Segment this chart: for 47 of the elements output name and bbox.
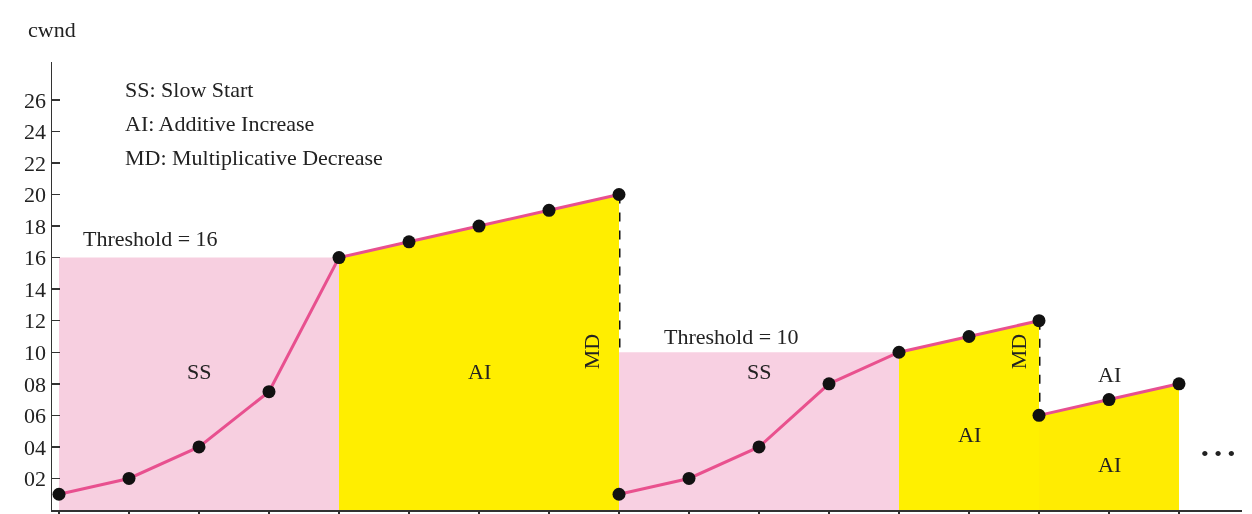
y-tick-label: 26 [24,87,47,113]
y-tick-label: 16 [24,245,47,271]
annotation: SS: Slow Start [125,77,254,102]
y-tick-label: 06 [24,403,47,429]
annotation: AI [958,422,982,447]
point [52,487,66,501]
annotation: AI [1098,452,1122,477]
point [402,235,416,249]
point [1032,408,1046,422]
annotation: MD: Multiplicative Decrease [125,145,383,170]
point [262,385,276,399]
point [332,251,346,265]
y-tick-label: 14 [24,276,47,302]
point [1102,393,1116,407]
annotation: AI: Additive Increase [125,111,315,136]
annotation: SS [747,359,772,384]
point [472,219,486,233]
point [822,377,836,391]
point [1032,314,1046,328]
y-tick-label: 08 [24,371,47,397]
y-tick-label: 12 [24,308,47,334]
point [612,188,626,201]
y-tick-label: 22 [24,150,47,176]
annotation: AI [1098,362,1122,387]
annotation: MD [578,333,604,370]
annotation: Threshold = 10 [664,324,799,349]
annotation: AI [468,359,492,384]
point [752,440,766,454]
y-tick-label: 24 [24,119,47,145]
annotation: Threshold = 16 [83,226,218,251]
point [122,471,136,485]
y-tick-label: 02 [24,466,47,492]
y-axis-title: cwnd [28,17,76,42]
y-tick-label: 20 [24,182,47,208]
point [962,329,976,343]
point [612,487,626,501]
point [892,345,906,359]
y-tick-label: 18 [24,213,47,239]
annotation: SS [187,359,212,384]
annotation: MD [1005,333,1031,370]
point [192,440,206,454]
annotation: • • • [1201,441,1236,466]
point [1172,377,1186,391]
point [682,471,696,485]
y-tick-label: 10 [24,339,47,365]
point [542,203,556,217]
y-tick-label: 04 [24,434,47,460]
